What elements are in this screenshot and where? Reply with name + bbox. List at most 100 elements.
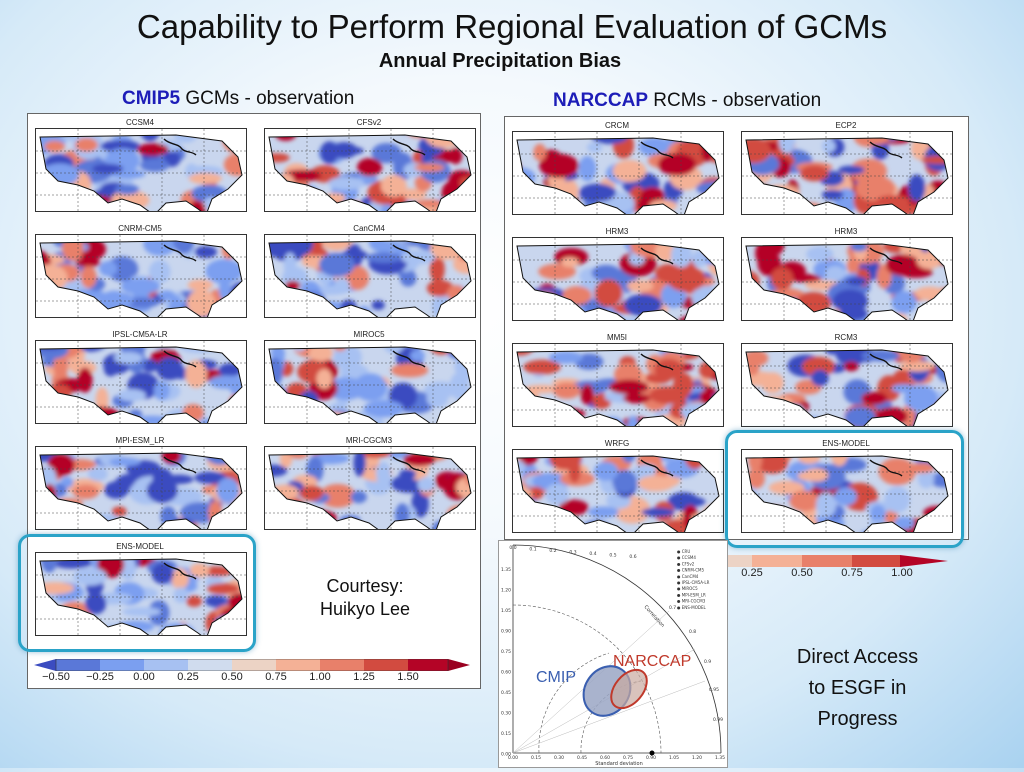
taylor-tick-label: ● ENS-MODEL (677, 605, 706, 610)
map-title: HRM3 (834, 227, 858, 236)
left-heading-bold: CMIP5 (122, 88, 181, 109)
taylor-tick-label: 0.6 (629, 554, 636, 560)
map-title: CCSM4 (125, 118, 154, 127)
taylor-tick-label: 0.75 (623, 755, 633, 761)
map-mri-cgcm3: MRI-CGCM3 (264, 436, 476, 530)
access-note: Direct Access to ESGF in Progress (770, 642, 945, 735)
map-title: CNRM-CM5 (118, 224, 162, 233)
map-ccsm4: CCSM4 (35, 118, 247, 212)
taylor-tick-label: 0.5 (609, 553, 616, 559)
map-title: MRI-CGCM3 (345, 436, 393, 445)
right-heading: NARCCAP RCMs - observation (553, 90, 821, 112)
taylor-legend: ● CRU● CCSM4● CFSv2 ● CNRM-CM5● CanCM4● I… (677, 549, 710, 610)
right-heading-rest: RCMs - observation (648, 90, 822, 111)
cmip5-map-panel: CCSM4 CFSv2 CNRM-CM5 CanCM4 IPSL-CM5A-LR MIRO… (27, 113, 481, 689)
courtesy-line-2: Huikyo Lee (319, 599, 411, 620)
access-line-3: Progress (817, 708, 898, 730)
taylor-tick-label: 0.00 (508, 755, 518, 761)
taylor-tick-label: 0.00 (501, 752, 511, 758)
taylor-diagram-plot: 0.00 0.15 0.30 0.45 0.60 0.75 0.90 1.05 1.20 1.35… (501, 544, 725, 767)
map-title: ENS-MODEL (116, 542, 164, 551)
map-ens-model: ENS-MODEL (741, 439, 953, 533)
taylor-tick-label: 1.20 (501, 588, 511, 594)
narccap-label: NARCCAP (613, 653, 692, 670)
map-title: MIROC5 (353, 330, 385, 339)
taylor-y-ticks: 1.35 1.20 1.05 0.90 0.75 0.60 0.45 0.30 0.15 0.00 (501, 567, 511, 758)
map-ecp2: ECP2 (741, 121, 953, 215)
taylor-tick-label: ● CCSM4 (677, 555, 696, 560)
taylor-tick-label: ● CanCM4 (677, 574, 699, 579)
map-title: ECP2 (835, 121, 857, 130)
reference-point (649, 750, 655, 756)
map-cfsv2: CFSv2 (264, 118, 476, 212)
taylor-tick-label: 0.95 (709, 687, 719, 693)
taylor-tick-label: 0.15 (501, 731, 511, 737)
courtesy-note: Courtesy: Huikyo Lee (285, 575, 445, 622)
map-title: CFSv2 (356, 118, 382, 127)
taylor-tick-label: ● IPSL-CM5A-LR (677, 580, 710, 585)
taylor-tick-label: 0.9 (704, 659, 711, 665)
taylor-tick-label: 1.20 (692, 755, 702, 761)
taylor-tick-label: 0.3 (569, 550, 576, 556)
map-title: MM5I (607, 333, 627, 342)
colorbar-tick-label: 1.00 (309, 671, 331, 683)
map-mm5i: MM5I (512, 333, 724, 427)
narccap-colorbar-ticks: 0.25 0.50 0.75 1.00 (700, 567, 950, 581)
map-miroc5: MIROC5 (264, 330, 476, 424)
map-ens-model: ENS-MODEL (35, 542, 247, 636)
taylor-tick-label: 0.8 (689, 629, 696, 635)
taylor-x-ticks: 0.00 0.15 0.30 0.45 0.60 0.75 0.90 1.05 1.20 1.35 (508, 755, 725, 761)
taylor-tick-label: 0.2 (549, 548, 556, 554)
cmip5-colorbar-gradient (34, 659, 470, 671)
colorbar-tick-label: 0.25 (741, 567, 763, 579)
map-title: IPSL-CM5A-LR (112, 330, 168, 339)
taylor-tick-label: ● CNRM-CM5 (677, 568, 704, 573)
map-title: MPI-ESM_LR (115, 436, 165, 445)
colorbar-tick-label: 0.50 (221, 671, 243, 683)
map-title: CRCM (605, 121, 629, 130)
map-title: WRFG (604, 439, 630, 448)
colorbar-tick-label: 1.50 (397, 671, 419, 683)
taylor-tick-label: 0.0 (509, 545, 516, 551)
colorbar-tick-label: 0.75 (265, 671, 287, 683)
taylor-tick-label: 0.30 (501, 711, 511, 717)
access-line-2: to ESGF in (808, 677, 907, 699)
colorbar-tick-label: 1.00 (891, 567, 913, 579)
taylor-tick-label: 1.05 (501, 608, 511, 614)
map-crcm: CRCM (512, 121, 724, 215)
narccap-ellipse (610, 668, 648, 710)
taylor-tick-label: 0.90 (501, 629, 511, 635)
map-mpi-esm-lr: MPI-ESM_LR (35, 436, 247, 530)
taylor-arc-ticks: 0.7 0.8 0.9 0.95 0.99 (669, 605, 723, 723)
taylor-tick-label: ● MIROC5 (677, 586, 698, 591)
map-title: RCM3 (834, 333, 858, 342)
taylor-tick-label: ● CFSv2 (677, 561, 695, 566)
colorbar-tick-label: 0.75 (841, 567, 863, 579)
colorbar-tick-label: 0.00 (133, 671, 155, 683)
taylor-tick-label: ● MRI-CGCM3 (677, 599, 706, 604)
map-title: ENS-MODEL (822, 439, 870, 448)
taylor-tick-label: 1.05 (669, 755, 679, 761)
taylor-tick-label: 0.75 (501, 649, 511, 655)
taylor-tick-label: ● CRU (677, 549, 690, 554)
taylor-tick-label: 0.30 (554, 755, 564, 761)
colorbar-tick-label: 0.25 (177, 671, 199, 683)
taylor-diagram: 0.00 0.15 0.30 0.45 0.60 0.75 0.90 1.05 1.20 1.35… (498, 540, 728, 768)
colorbar-tick-label: −0.50 (42, 671, 70, 683)
taylor-tick-label: 0.4 (589, 551, 596, 557)
left-heading-rest: GCMs - observation (180, 88, 355, 109)
cmip-label: CMIP (536, 669, 576, 686)
narccap-colorbar-gradient (700, 555, 948, 567)
taylor-tick-label: 0.60 (501, 670, 511, 676)
map-rcm3: RCM3 (741, 333, 953, 427)
map-ipsl-cm5a-lr: IPSL-CM5A-LR (35, 330, 247, 424)
cmip5-ensemble-highlight (18, 534, 256, 652)
colorbar-tick-label: 0.50 (791, 567, 813, 579)
taylor-tick-label: 0.45 (577, 755, 587, 761)
map-cnrm-cm5: CNRM-CM5 (35, 224, 247, 318)
taylor-tick-label: 0.60 (600, 755, 610, 761)
map-wrfg: WRFG (512, 439, 724, 533)
map-hrm3: HRM3 (512, 227, 724, 321)
cmip5-colorbar: −0.50 −0.25 0.00 0.25 0.50 0.75 1.00 1.25 1.50 (34, 659, 470, 685)
map-hrm3: HRM3 (741, 227, 953, 321)
